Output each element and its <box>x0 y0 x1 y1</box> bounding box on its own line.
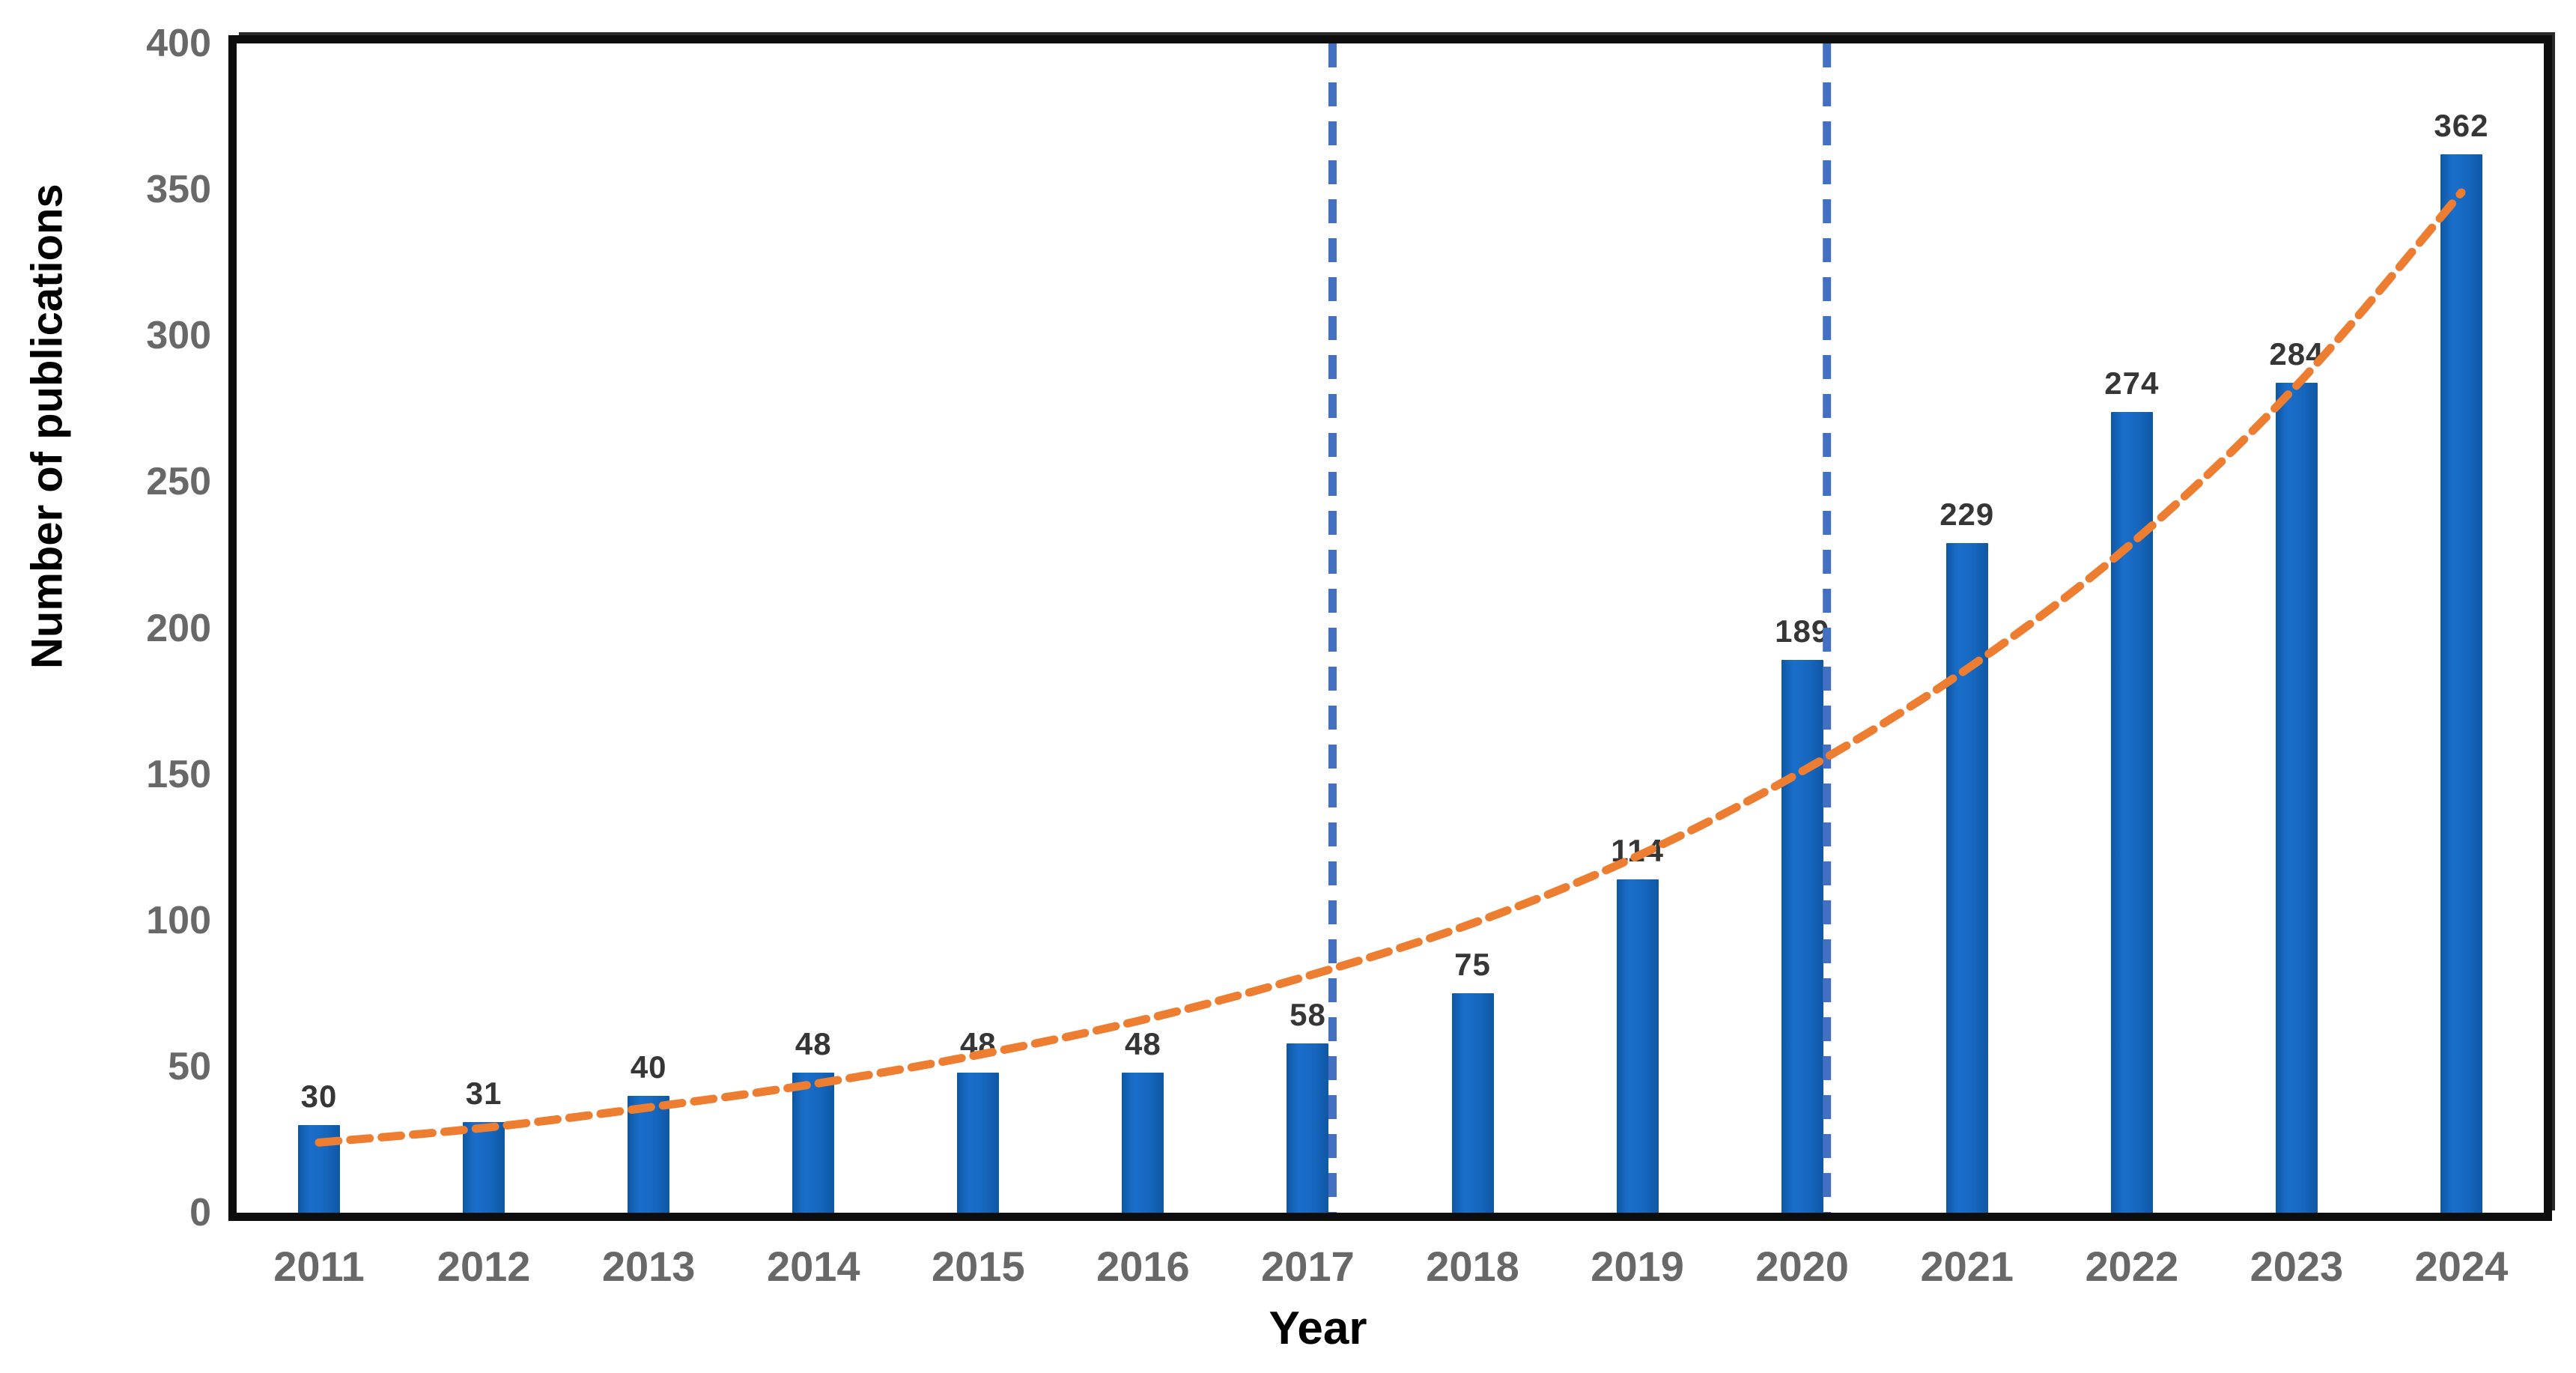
bar-value-label: 75 <box>1454 947 1491 983</box>
y-tick-label: 400 <box>146 22 211 65</box>
bar-value-label: 229 <box>1939 497 1995 533</box>
bar-value-label: 284 <box>2269 336 2324 372</box>
bar-2013 <box>628 1095 670 1213</box>
bar-2014 <box>792 1072 835 1213</box>
x-tick-label: 2013 <box>601 1243 696 1290</box>
y-tick-label: 0 <box>189 1191 211 1234</box>
x-tick-label: 2020 <box>1755 1243 1849 1290</box>
x-tick-label: 2021 <box>1920 1243 2014 1290</box>
bar-2019 <box>1616 879 1659 1213</box>
bar-2015 <box>957 1072 1000 1213</box>
bar-value-label: 114 <box>1611 833 1664 869</box>
x-tick-label: 2018 <box>1426 1243 1519 1290</box>
x-axis-title: Year <box>1269 1303 1367 1354</box>
x-tick-label: 2015 <box>932 1243 1025 1290</box>
bar-2021 <box>1945 543 1988 1213</box>
x-tick-label: 2014 <box>766 1243 860 1290</box>
x-tick-label: 2016 <box>1096 1243 1190 1290</box>
bar-value-label: 48 <box>795 1025 832 1061</box>
bar-value-label: 58 <box>1289 996 1326 1032</box>
x-tick-label: 2022 <box>2085 1243 2179 1290</box>
y-tick-label: 350 <box>146 168 211 212</box>
bar-2012 <box>463 1122 505 1213</box>
bar-2016 <box>1122 1072 1164 1213</box>
bar-value-label: 362 <box>2434 108 2489 144</box>
y-tick-label: 50 <box>168 1044 211 1088</box>
y-tick-label: 100 <box>146 898 211 942</box>
bar-value-label: 30 <box>300 1078 338 1114</box>
bar-2022 <box>2110 411 2153 1213</box>
y-tick-label: 150 <box>146 752 211 796</box>
bar-value-label: 31 <box>465 1076 502 1112</box>
bar-2024 <box>2440 154 2482 1213</box>
x-tick-label: 2024 <box>2414 1243 2509 1290</box>
x-tick-label: 2011 <box>273 1243 365 1290</box>
y-tick-label: 300 <box>146 314 211 358</box>
bar-2017 <box>1287 1043 1329 1213</box>
bar-2011 <box>298 1124 341 1213</box>
bar-2020 <box>1781 660 1823 1213</box>
bar-value-label: 48 <box>959 1025 997 1061</box>
bar-2018 <box>1451 993 1494 1213</box>
y-tick-label: 250 <box>146 460 211 504</box>
bar-value-label: 48 <box>1125 1025 1161 1061</box>
bar-value-label: 274 <box>2104 365 2160 401</box>
bar-value-label: 40 <box>630 1049 667 1085</box>
bar-value-label: 189 <box>1775 613 1830 649</box>
x-tick-label: 2017 <box>1261 1243 1355 1290</box>
x-tick-label: 2012 <box>437 1243 531 1290</box>
y-tick-label: 200 <box>146 606 211 650</box>
plot-area: 30 31 40 48 48 48 58 75 114 189 229 274 284 362 <box>237 43 2544 1213</box>
bar-2023 <box>2275 382 2318 1213</box>
x-tick-label: 2019 <box>1591 1243 1684 1290</box>
x-tick-label: 2023 <box>2250 1243 2344 1290</box>
